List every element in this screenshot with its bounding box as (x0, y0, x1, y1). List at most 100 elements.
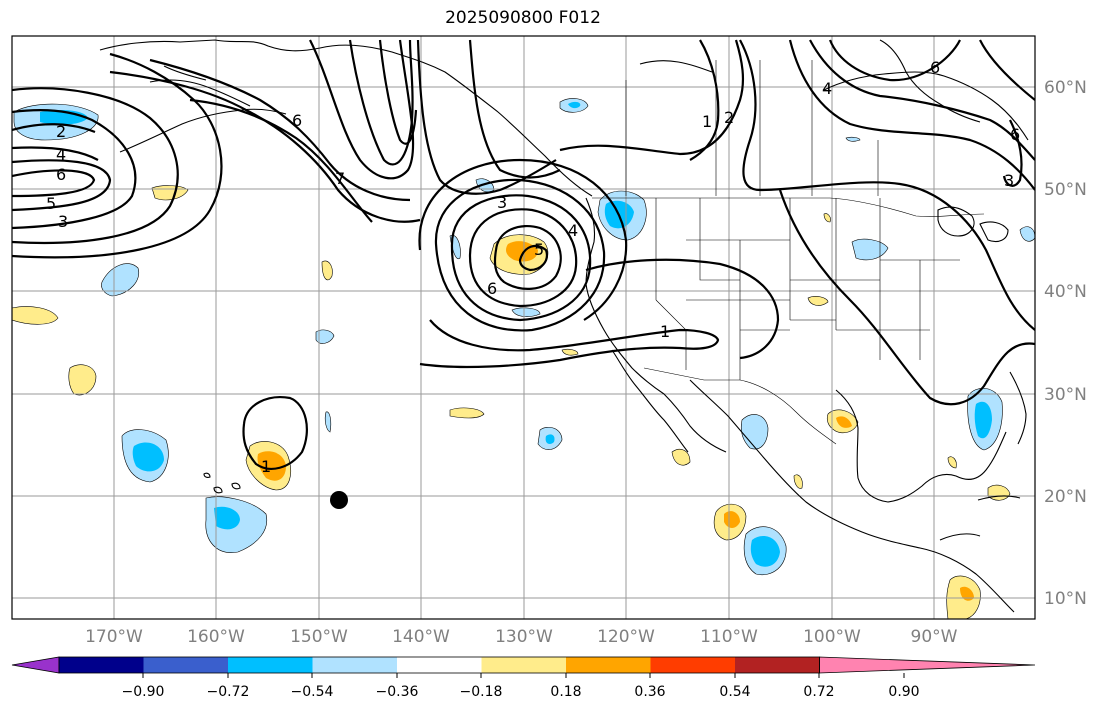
warm-region (449, 407, 485, 419)
colorbar-segment (735, 657, 820, 673)
warm-core (960, 586, 974, 601)
contour-line (189, 98, 373, 223)
contour-line (309, 39, 415, 180)
contour-line (419, 319, 720, 369)
contour-line (434, 178, 606, 332)
contour-label: 5 (534, 240, 544, 259)
cool-core (568, 101, 581, 109)
cool-region (851, 238, 889, 261)
lat-label: 50°N (1044, 180, 1087, 200)
lat-label: 30°N (1044, 385, 1087, 405)
colorbar-segment (59, 657, 144, 673)
cool-core (974, 401, 992, 439)
cool-core (214, 506, 240, 530)
contour-label: 1 (660, 322, 670, 341)
contour-label: 3 (497, 193, 507, 212)
contour-line (12, 87, 179, 245)
contour-label: 4 (56, 145, 66, 164)
contour-label: 3 (1004, 171, 1014, 190)
contour-label: 3 (58, 212, 68, 231)
florida (1009, 371, 1027, 445)
warm-region (807, 296, 829, 306)
colorbar-tick-label: −0.72 (207, 684, 250, 700)
lon-label: 150°W (290, 627, 348, 647)
lon-label: 160°W (187, 627, 245, 647)
colorbar-ticks: −0.90 −0.72 −0.54 −0.36 −0.18 0.18 0.36 … (122, 673, 920, 700)
colorbar (11, 656, 1036, 674)
mexico-coast (689, 379, 1015, 613)
contour-label: 6 (292, 111, 302, 130)
colorbar-tick-label: −0.54 (291, 684, 334, 700)
contour-line (12, 123, 96, 134)
warm-region (793, 474, 803, 489)
contour-line (12, 52, 223, 259)
colorbar-tick-label: −0.36 (376, 684, 419, 700)
cool-core (750, 536, 780, 567)
contour-line (12, 169, 96, 198)
contour-line (1002, 119, 1023, 187)
contour-label: 1 (702, 112, 712, 131)
contour-line (468, 208, 578, 308)
contour-label: 1 (261, 457, 271, 476)
contour-line (468, 39, 561, 179)
colorbar-segment (650, 657, 736, 673)
cool-region (324, 411, 332, 433)
warm-region (12, 306, 59, 325)
contour-line (12, 146, 99, 161)
colorbar-frame (58, 656, 820, 674)
colorbar-segment (481, 657, 567, 673)
contour-line (493, 224, 562, 290)
contour-label: 6 (930, 58, 940, 77)
contour-line (242, 396, 308, 470)
colorbar-segment (312, 657, 398, 673)
contour-line (418, 158, 628, 321)
contour-line (348, 39, 414, 166)
colorbar-tick-label: 0.18 (550, 684, 581, 700)
cool-region (845, 136, 861, 142)
contour-line (689, 39, 720, 161)
contour-line (149, 58, 411, 202)
contour-label: 6 (487, 279, 497, 298)
hudson-bay (879, 39, 981, 123)
lon-label: 120°W (597, 627, 655, 647)
contour-line (12, 159, 112, 212)
warm-region (68, 364, 97, 396)
lon-label: 100°W (803, 627, 861, 647)
caribbean (939, 495, 1021, 541)
map-title: 2025090800 F012 (445, 8, 601, 28)
lon-label: 110°W (700, 627, 758, 647)
warm-core (257, 451, 286, 481)
contour-line (450, 194, 592, 322)
colorbar-extend-high (819, 656, 1036, 674)
contour-line (809, 39, 1035, 161)
baja (611, 349, 689, 453)
latitude-labels: 60°N 50°N 40°N 30°N 20°N 10°N (1044, 78, 1087, 609)
colorbar-tick-label: 0.54 (719, 684, 750, 700)
cool-core (132, 442, 164, 472)
lon-label: 90°W (911, 627, 958, 647)
contours (12, 39, 1035, 470)
contour-line (585, 258, 780, 360)
warm-region (947, 456, 957, 469)
colorbar-segment (143, 657, 229, 673)
longitude-labels: 170°W 160°W 150°W 140°W 130°W 120°W 110°… (85, 627, 958, 647)
hawaii-islands (203, 472, 241, 494)
warm-region (321, 260, 333, 281)
warm-core (836, 416, 852, 428)
cool-core (545, 434, 555, 444)
contour-label: 2 (56, 122, 66, 141)
lat-label: 20°N (1044, 487, 1087, 507)
contour-label: 7 (335, 169, 345, 188)
contour-label: 5 (46, 194, 56, 213)
contour-line (378, 39, 418, 145)
warm-region (823, 213, 831, 223)
cool-region (740, 414, 769, 450)
position-marker (330, 491, 348, 509)
warm-region (561, 348, 579, 356)
colorbar-segment (397, 657, 482, 673)
contour-label: 4 (568, 221, 578, 240)
gulf-coast (835, 389, 1007, 503)
colorbar-tick-label: 0.36 (634, 684, 665, 700)
contour-label: 4 (822, 79, 832, 98)
